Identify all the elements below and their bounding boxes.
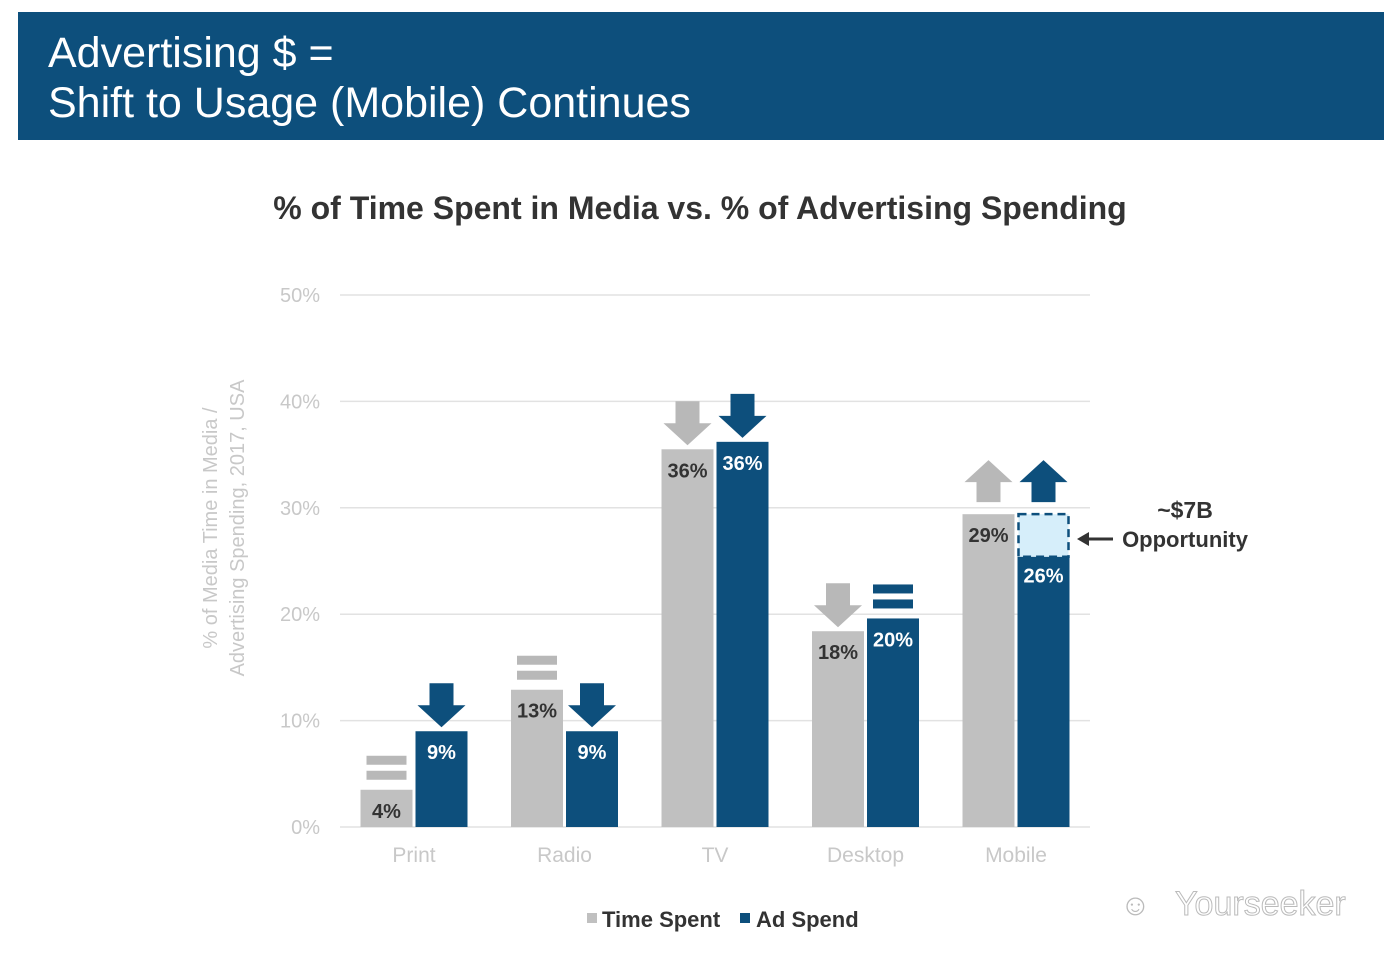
data-label: 13%: [517, 701, 557, 723]
y-tick-label: 30%: [280, 498, 320, 520]
y-tick-label: 10%: [280, 711, 320, 733]
arrow-up-icon: [964, 460, 1013, 503]
slide-header: Advertising $ = Shift to Usage (Mobile) …: [18, 12, 1384, 140]
equal-bar: [517, 670, 557, 680]
x-tick-label: Mobile: [985, 844, 1047, 867]
legend-swatch-time-spent: [587, 913, 597, 923]
bar-ad-spend: [867, 618, 919, 827]
bar-ad-spend: [716, 441, 769, 827]
y-tick-label: 40%: [280, 391, 320, 413]
equal-bar: [366, 770, 407, 780]
annotation-amount: ~$7B: [1157, 497, 1213, 523]
y-tick-label: 20%: [280, 604, 320, 626]
bar-time-spent: [511, 689, 563, 827]
legend-swatch-ad-spend: [740, 913, 750, 923]
bar-time-spent: [962, 514, 1015, 827]
data-label: 36%: [667, 460, 707, 482]
opportunity-annotation: ~$7B Opportunity: [1077, 497, 1249, 552]
opportunity-gap-box: [1017, 512, 1070, 558]
x-tick-label: Radio: [537, 844, 592, 867]
bar-time-spent: [661, 449, 714, 827]
data-label: 4%: [372, 801, 401, 823]
bar-time-spent: [360, 789, 413, 827]
data-label: 36%: [722, 453, 762, 475]
wechat-icon: ☺: [1120, 889, 1151, 922]
data-label: 26%: [1023, 566, 1063, 588]
legend-time-spent: Time Spent: [602, 907, 721, 932]
bar-time-spent: [812, 631, 864, 827]
arrow-down-icon: [417, 683, 466, 728]
watermark: ☺ Yourseeker: [1120, 885, 1346, 924]
x-tick-label: TV: [702, 844, 729, 867]
data-label: 9%: [578, 742, 607, 764]
annotation-label: Opportunity: [1122, 527, 1249, 552]
arrow-down-icon: [718, 393, 767, 438]
equal-bar: [873, 584, 913, 594]
slide-title-line2: Shift to Usage (Mobile) Continues: [48, 79, 691, 127]
data-label: 9%: [427, 742, 456, 764]
y-axis-label-line1: % of Media Time in Media /: [200, 407, 222, 649]
arrow-down-icon: [663, 401, 712, 446]
y-axis-label-line2: Advertising Spending, 2017, USA: [227, 379, 249, 677]
equal-bar: [873, 599, 913, 609]
bar-ad-spend: [566, 731, 618, 827]
watermark-text: Yourseeker: [1175, 885, 1346, 923]
y-tick-label: 50%: [280, 285, 320, 307]
arrow-down-icon: [568, 683, 616, 728]
equal-sign-icon: [366, 755, 407, 780]
bar-ad-spend: [415, 731, 468, 827]
bar-ad-spend: [1017, 556, 1070, 827]
equal-sign-icon: [873, 584, 913, 609]
slide-title-line1: Advertising $ =: [48, 29, 334, 77]
arrow-up-icon: [1019, 460, 1068, 503]
data-label: 20%: [873, 629, 913, 651]
x-tick-label: Print: [392, 844, 435, 867]
data-label: 29%: [968, 525, 1008, 547]
y-tick-label: 0%: [291, 817, 320, 839]
equal-bar: [366, 755, 407, 765]
legend-ad-spend: Ad Spend: [756, 907, 859, 932]
x-tick-label: Desktop: [827, 844, 904, 867]
annotation-arrow-icon: [1077, 532, 1089, 546]
data-label: 18%: [818, 642, 858, 664]
legend: Time Spent Ad Spend: [587, 907, 859, 932]
arrow-down-icon: [814, 583, 862, 628]
equal-sign-icon: [517, 655, 557, 680]
chart-title: % of Time Spent in Media vs. % of Advert…: [273, 190, 1126, 226]
equal-bar: [517, 655, 557, 665]
